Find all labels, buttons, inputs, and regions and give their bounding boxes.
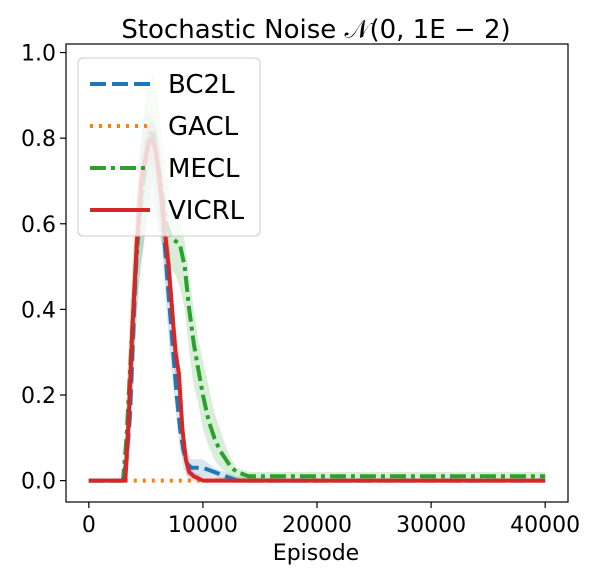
x-tick-label: 10000	[168, 513, 238, 538]
legend-label-vicrl: VICRL	[168, 196, 245, 226]
legend-box	[77, 57, 261, 237]
y-tick-label: 0.0	[21, 470, 56, 495]
legend-label-bc2l: BC2L	[168, 70, 235, 100]
y-tick-label: 0.2	[21, 384, 56, 409]
x-tick-label: 20000	[282, 513, 352, 538]
chart-title: Stochastic Noise 𝒩(0, 1E − 2)	[121, 15, 510, 45]
legend: BC2L GACL MECL VICRL	[77, 57, 261, 237]
y-tick-label: 1.0	[21, 42, 56, 67]
confidence-bands	[88, 74, 546, 481]
x-tick-label: 40000	[510, 513, 580, 538]
y-tick-label: 0.6	[21, 213, 56, 238]
y-tick-label: 0.4	[21, 298, 56, 323]
series-line-vicrl	[88, 136, 546, 483]
y-axis-ticks: 0.0 0.2 0.4 0.6 0.8 1.0	[21, 42, 66, 495]
band-mecl	[88, 74, 546, 481]
x-tick-label: 30000	[396, 513, 466, 538]
legend-label-mecl: MECL	[168, 154, 240, 184]
x-axis-ticks: 0 10000 20000 30000 40000	[82, 502, 580, 538]
y-tick-label: 0.8	[21, 127, 56, 152]
x-tick-label: 0	[82, 513, 96, 538]
x-axis-label: Episode	[273, 541, 359, 566]
legend-label-gacl: GACL	[168, 112, 239, 142]
